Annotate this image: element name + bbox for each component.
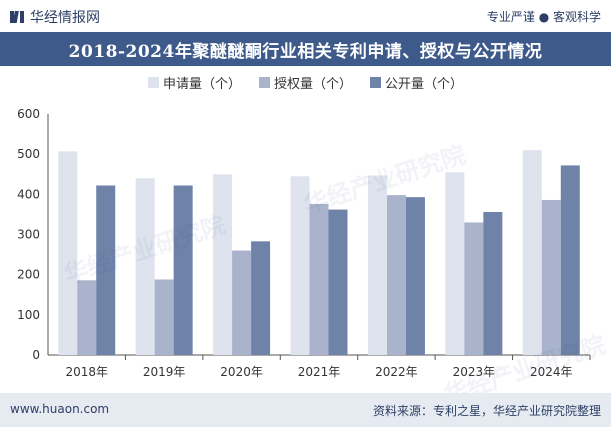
- huajing-logo-icon: [10, 11, 24, 23]
- slogan: 专业严谨 ● 客观科学: [486, 10, 601, 24]
- bar-grants-3: [309, 203, 329, 355]
- legend-item-grants: 授权量（个）: [258, 72, 352, 92]
- x-tick-label-5: 2023年: [453, 365, 496, 379]
- bar-applications-6: [522, 150, 542, 355]
- legend-swatch-applications: [147, 76, 159, 88]
- x-tick-label-1: 2019年: [143, 365, 186, 379]
- bar-grants-2: [232, 250, 252, 355]
- legend-item-applications: 申请量（个）: [147, 72, 241, 92]
- brand[interactable]: 华经情报网: [10, 7, 100, 27]
- top-bar: 华经情报网 专业严谨 ● 客观科学: [0, 0, 611, 32]
- x-tick-label-6: 2024年: [530, 365, 573, 379]
- bar-grants-5: [464, 222, 484, 355]
- bar-publications-6: [560, 165, 580, 355]
- y-tick-label-600: 600: [17, 107, 40, 121]
- bar-publications-1: [173, 185, 193, 355]
- legend-label-applications: 申请量（个）: [162, 76, 241, 92]
- data-source: 资料来源：专利之星，华经产业研究院整理: [372, 404, 601, 418]
- x-tick-label-2: 2020年: [220, 365, 263, 379]
- legend-label-publications: 公开量（个）: [385, 76, 464, 92]
- bar-grants-4: [386, 195, 406, 355]
- title-bar: 2018-2024年聚醚醚酮行业相关专利申请、授权与公开情况: [0, 32, 611, 66]
- x-tick-label-3: 2021年: [298, 365, 341, 379]
- legend-item-publications: 公开量（个）: [370, 72, 463, 92]
- bar-grants-6: [541, 199, 561, 355]
- y-tick-label-200: 200: [17, 268, 40, 282]
- bar-publications-5: [483, 212, 503, 355]
- bar-applications-2: [213, 174, 233, 355]
- bar-applications-4: [367, 175, 387, 355]
- chart-legend: 申请量（个） 授权量（个） 公开量（个）: [0, 72, 611, 92]
- x-tick-label-4: 2022年: [375, 365, 418, 379]
- y-tick-label-0: 0: [32, 348, 40, 362]
- legend-label-grants: 授权量（个）: [273, 76, 352, 92]
- bar-publications-0: [96, 185, 116, 355]
- bar-applications-0: [58, 151, 78, 355]
- y-tick-label-500: 500: [17, 147, 40, 161]
- bar-applications-3: [290, 176, 310, 355]
- bar-chart: 0 100 200 300 400 500 600 2018年 2019年 2020年 2021年 2…: [17, 107, 591, 379]
- bar-grants-0: [77, 280, 97, 355]
- brand-name: 华经情报网: [30, 10, 100, 26]
- footer: www.huaon.com 资料来源：专利之星，华经产业研究院整理: [0, 393, 611, 427]
- y-tick-label-400: 400: [17, 187, 40, 201]
- x-tick-label-0: 2018年: [65, 365, 108, 379]
- chart-title: 2018-2024年聚醚醚酮行业相关专利申请、授权与公开情况: [68, 41, 543, 62]
- y-tick-label-100: 100: [17, 308, 40, 322]
- site-url[interactable]: www.huaon.com: [10, 402, 110, 416]
- bar-publications-4: [405, 197, 425, 355]
- legend-swatch-grants: [258, 76, 270, 88]
- bar-applications-5: [445, 172, 465, 355]
- legend-swatch-publications: [370, 76, 381, 88]
- bar-publications-2: [251, 241, 271, 355]
- bar-applications-1: [135, 178, 155, 355]
- bar-grants-1: [154, 279, 174, 355]
- bar-publications-3: [328, 209, 348, 355]
- y-tick-label-300: 300: [17, 228, 40, 242]
